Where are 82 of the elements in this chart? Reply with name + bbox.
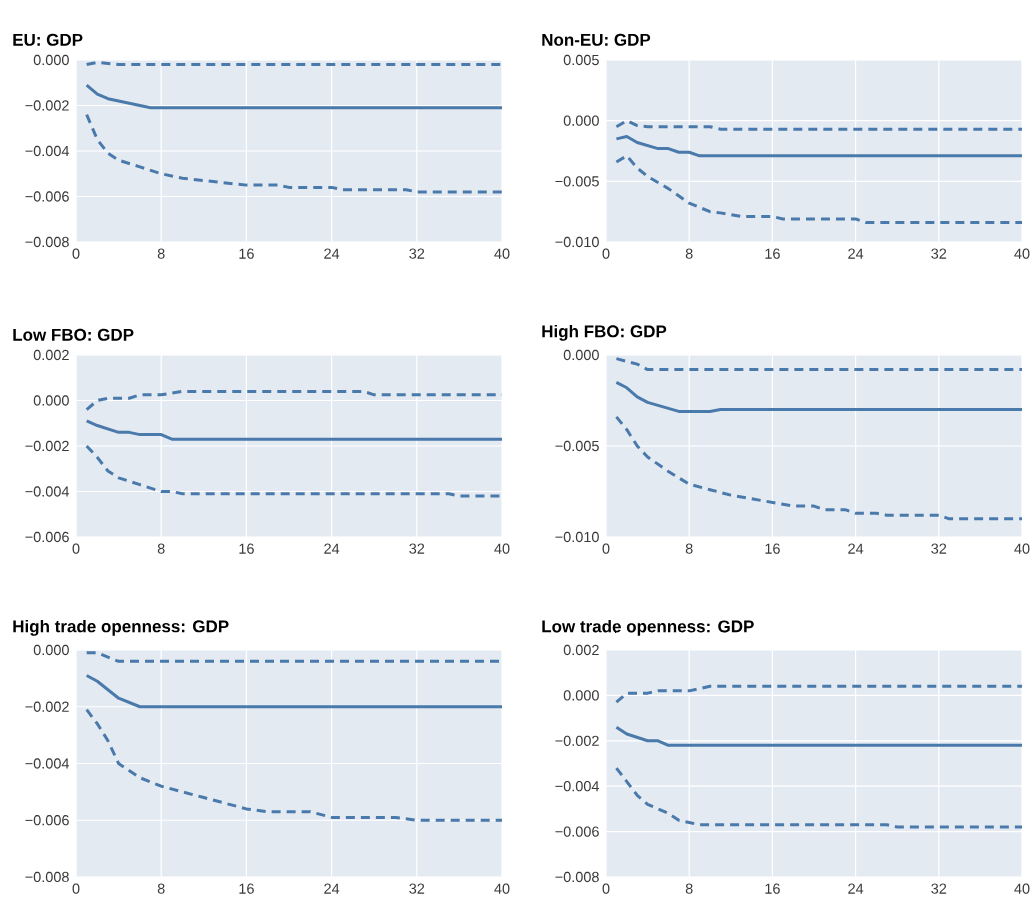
line-series — [85, 419, 504, 441]
chart-title: High trade openness: GDP — [13, 619, 229, 636]
line-series — [85, 708, 504, 822]
y-tick-label: −0.006 — [25, 815, 69, 826]
x-tick-label: 16 — [765, 883, 780, 894]
line-series — [614, 119, 1024, 131]
x-tick-label: 0 — [72, 248, 80, 259]
chart-title: Low trade openness: GDP — [542, 619, 754, 636]
x-tick-label: 40 — [1014, 543, 1030, 554]
y-tick-label: 0.000 — [33, 644, 69, 656]
line-series — [614, 154, 1024, 225]
x-tick-label: 24 — [324, 543, 340, 554]
y-tick-label: 0.002 — [33, 349, 69, 361]
x-tick-label: 40 — [494, 248, 510, 259]
y-tick-label: −0.004 — [555, 781, 600, 792]
y-tick-label: 0.005 — [563, 54, 599, 66]
chart-title: High FBO: GDP — [542, 324, 667, 341]
y-tick-label: −0.008 — [25, 236, 69, 248]
x-tick-label: 16 — [765, 248, 780, 259]
y-tick-label: −0.005 — [555, 176, 599, 187]
y-tick-label: −0.002 — [555, 735, 599, 746]
x-tick-label: 24 — [848, 543, 864, 554]
line-series — [614, 380, 1024, 413]
x-tick-label: 8 — [685, 248, 693, 259]
y-tick-label: −0.002 — [25, 701, 69, 712]
y-tick-label: 0.000 — [563, 349, 599, 361]
x-tick-label: 32 — [409, 248, 425, 259]
x-tick-label: 32 — [409, 543, 425, 554]
y-tick-label: −0.006 — [25, 191, 69, 202]
y-tick-label: −0.004 — [25, 486, 70, 497]
x-tick-label: 0 — [602, 883, 610, 894]
y-tick-label: −0.010 — [555, 531, 599, 543]
x-tick-label: 8 — [157, 543, 165, 554]
x-tick-label: 40 — [1014, 883, 1030, 894]
x-tick-label: 32 — [931, 248, 947, 259]
x-tick-label: 0 — [602, 543, 610, 554]
line-series — [85, 113, 504, 194]
x-tick-label: 16 — [765, 543, 780, 554]
x-tick-label: 40 — [494, 543, 510, 554]
x-tick-label: 32 — [409, 883, 425, 894]
y-tick-label: 0.000 — [563, 115, 599, 126]
line-series — [614, 134, 1024, 158]
x-tick-label: 24 — [848, 248, 864, 259]
x-tick-label: 0 — [72, 883, 80, 894]
line-series — [85, 83, 504, 110]
y-tick-label: 0.000 — [33, 54, 69, 66]
x-tick-label: 40 — [1014, 248, 1030, 259]
x-tick-label: 40 — [494, 883, 510, 894]
y-tick-label: 0.000 — [33, 395, 69, 406]
x-tick-label: 32 — [931, 543, 947, 554]
line-series — [614, 684, 1024, 704]
y-tick-label: −0.008 — [25, 871, 69, 883]
chart-title: Low FBO: GDP — [13, 328, 134, 341]
y-tick-label: −0.008 — [555, 871, 599, 883]
x-tick-label: 0 — [72, 543, 80, 554]
y-tick-label: −0.010 — [555, 236, 599, 248]
chart-title: EU: GDP — [13, 33, 83, 46]
line-series — [614, 725, 1024, 747]
y-tick-label: −0.006 — [555, 826, 599, 837]
x-tick-label: 24 — [848, 883, 864, 894]
y-tick-label: 0.002 — [563, 644, 599, 656]
x-tick-label: 32 — [931, 883, 947, 894]
x-tick-label: 24 — [324, 883, 340, 894]
x-tick-label: 16 — [239, 543, 254, 554]
x-tick-label: 16 — [239, 883, 254, 894]
line-series — [85, 674, 504, 709]
y-tick-label: −0.002 — [25, 100, 69, 111]
x-tick-label: 8 — [157, 883, 165, 894]
y-tick-label: −0.005 — [555, 440, 599, 452]
x-tick-label: 8 — [685, 543, 693, 554]
x-tick-label: 16 — [239, 248, 254, 259]
y-tick-label: −0.006 — [25, 531, 69, 543]
line-series — [614, 766, 1024, 829]
y-tick-label: −0.004 — [25, 145, 70, 157]
y-tick-label: −0.002 — [25, 440, 69, 452]
x-tick-label: 8 — [685, 883, 693, 894]
x-tick-label: 24 — [324, 248, 340, 259]
y-tick-label: −0.004 — [25, 758, 70, 769]
x-tick-label: 0 — [602, 248, 610, 259]
chart-title: Non-EU: GDP — [542, 33, 651, 46]
y-tick-label: 0.000 — [563, 690, 599, 701]
x-tick-label: 8 — [157, 248, 165, 259]
